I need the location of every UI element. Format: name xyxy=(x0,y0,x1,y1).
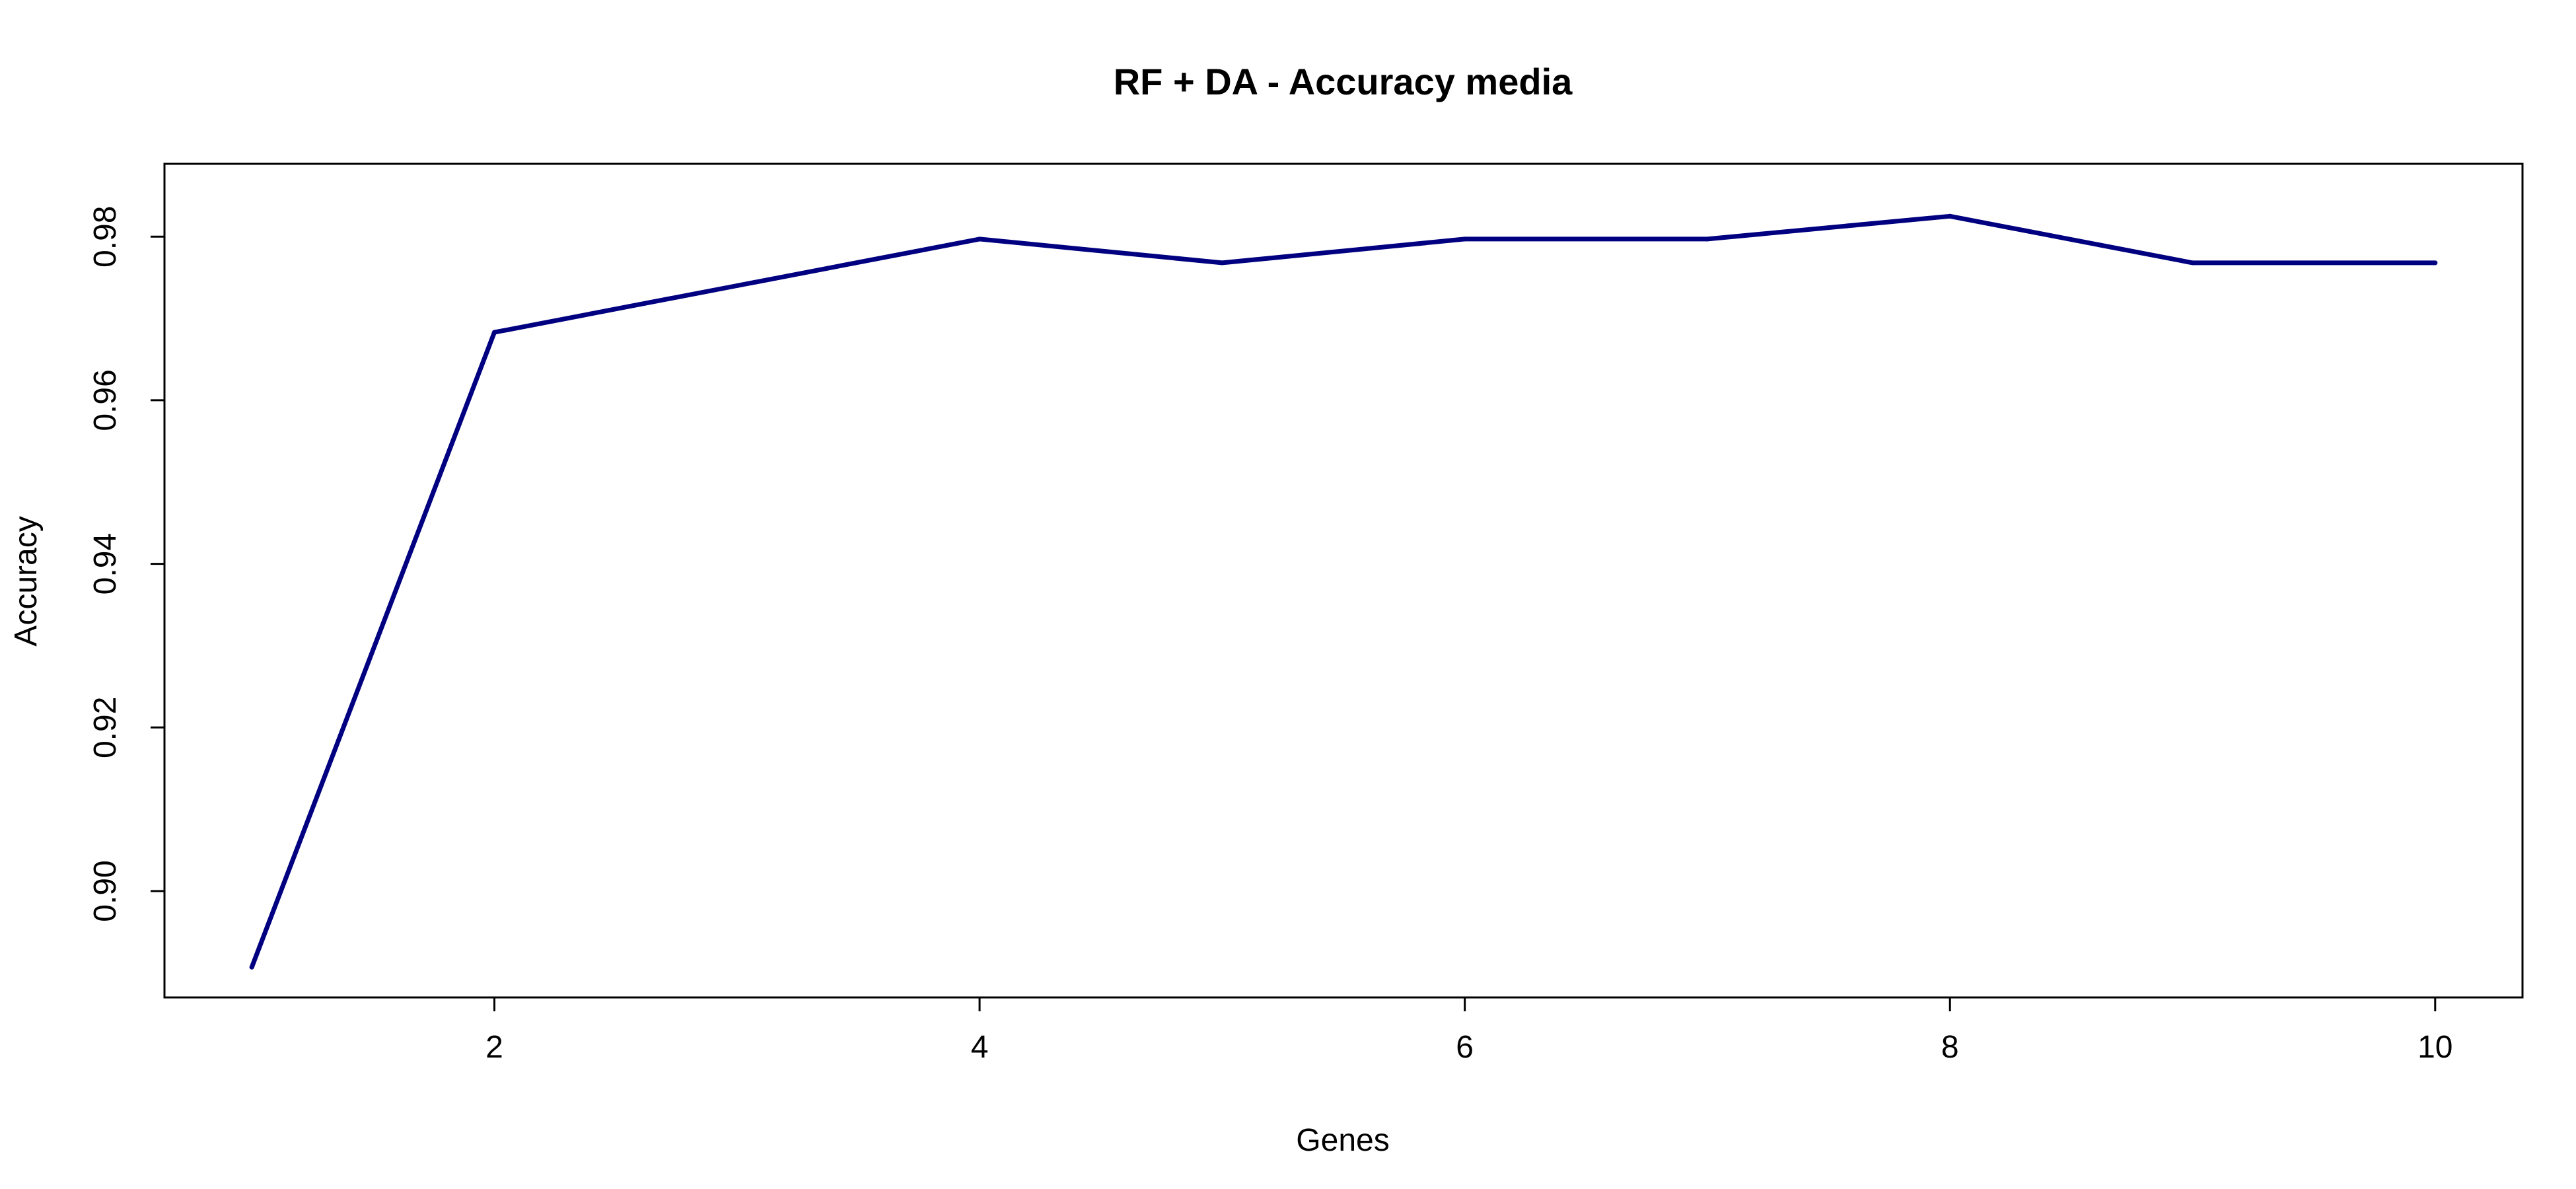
y-tick-label-0-92: 0.92 xyxy=(88,697,123,758)
y-tick-label-0-90: 0.90 xyxy=(88,860,123,921)
y-tick-label-0-98: 0.98 xyxy=(88,206,123,268)
data-point-1 xyxy=(249,964,254,970)
x-axis-label: Genes xyxy=(1296,1123,1389,1158)
data-point-6 xyxy=(1462,236,1468,242)
data-point-9 xyxy=(2190,260,2195,266)
data-point-5 xyxy=(1219,260,1225,266)
y-tick-label-0-94: 0.94 xyxy=(88,533,123,594)
x-tick-label-8: 8 xyxy=(1941,1030,1959,1065)
series-layer xyxy=(249,213,2438,970)
x-tick-label-10: 10 xyxy=(2417,1030,2452,1065)
data-point-3 xyxy=(734,283,740,289)
data-point-2 xyxy=(492,330,497,335)
series-line-1 xyxy=(249,213,2438,970)
data-point-7 xyxy=(1705,236,1710,242)
x-tick-label-6: 6 xyxy=(1456,1030,1474,1065)
x-tick-label-2: 2 xyxy=(485,1030,503,1065)
chart-title: RF + DA - Accuracy media xyxy=(1114,61,1573,102)
x-axis: 2 4 6 8 10 xyxy=(485,996,2452,1065)
y-axis: 0.90 0.92 0.94 0.96 0.98 xyxy=(88,206,166,922)
x-tick-label-4: 4 xyxy=(971,1030,989,1065)
y-tick-label-0-96: 0.96 xyxy=(88,369,123,431)
plot-frame xyxy=(163,162,2524,999)
data-point-4 xyxy=(977,236,982,242)
data-point-8 xyxy=(1947,213,1952,219)
data-point-10 xyxy=(2433,260,2438,266)
y-axis-label: Accuracy xyxy=(9,516,44,646)
